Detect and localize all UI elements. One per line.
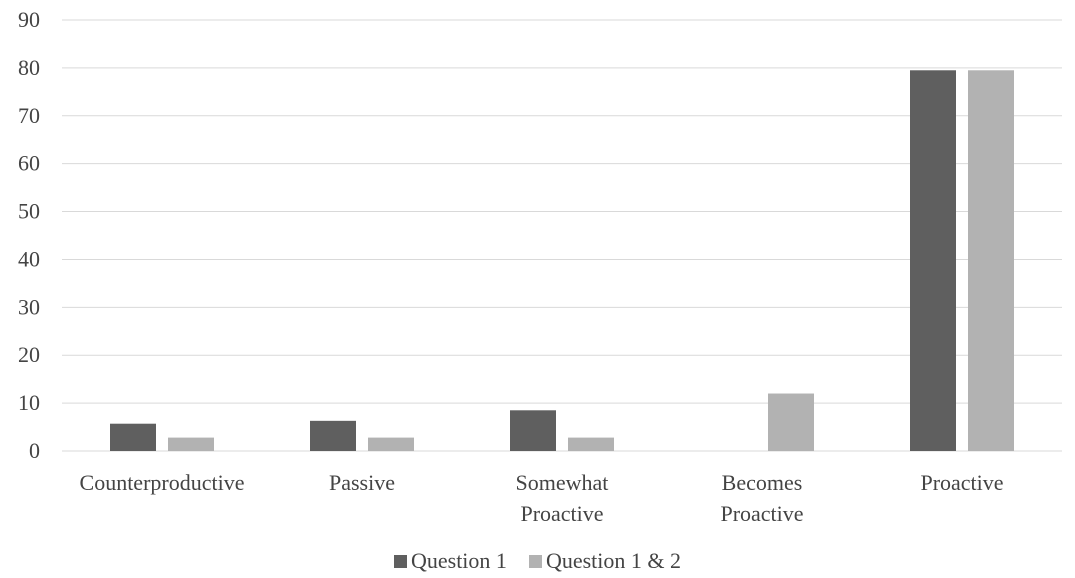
x-category-label-line: Proactive [920, 470, 1003, 495]
y-tick-label: 60 [18, 151, 40, 176]
gridlines [62, 19, 1062, 452]
bar-series-2-category-2 [368, 437, 414, 451]
bar-series-1-category-2 [310, 420, 356, 451]
legend-swatch-series-2 [528, 554, 542, 568]
chart-legend: Question 1 Question 1 & 2 [0, 548, 1075, 574]
x-category-label-line: Somewhat [516, 470, 609, 495]
legend-item-series-2: Question 1 & 2 [528, 548, 681, 574]
legend-label-series-1: Question 1 [410, 548, 507, 573]
bars [110, 70, 1014, 452]
y-tick-label: 90 [18, 7, 40, 32]
x-category-label-line: Passive [329, 470, 395, 495]
y-tick-label: 70 [18, 103, 40, 128]
x-category-label: Somewhat Proactive [516, 470, 609, 526]
x-category-label: Passive [329, 470, 395, 495]
bar-series-2-category-4 [768, 393, 814, 451]
x-category-label-line: Becomes [722, 470, 803, 495]
legend-label-series-2: Question 1 & 2 [545, 548, 681, 573]
x-category-label-line: Counterproductive [80, 470, 245, 495]
y-tick-label: 80 [18, 55, 40, 80]
y-tick-label: 0 [29, 438, 40, 463]
bar-series-1-category-1 [110, 423, 156, 451]
bar-series-2-category-3 [568, 437, 614, 451]
x-category-label: Proactive [920, 470, 1003, 495]
x-axis-category-labels: Counterproductive Passive Somewhat Proactiv… [80, 470, 1004, 526]
y-tick-label: 40 [18, 246, 40, 271]
chart-plot-area: 0 10 20 30 40 50 60 70 80 90 Counterproductive Pas… [18, 7, 1062, 526]
y-tick-label: 30 [18, 294, 40, 319]
legend-swatch-series-1 [393, 554, 407, 568]
y-tick-label: 10 [18, 390, 40, 415]
bar-series-1-category-5 [910, 70, 956, 452]
x-category-label: Counterproductive [80, 470, 245, 495]
bar-series-2-category-5 [968, 70, 1014, 452]
y-tick-label: 50 [18, 199, 40, 224]
x-category-label-line: Proactive [720, 501, 803, 526]
x-category-label: Becomes Proactive [720, 470, 803, 526]
y-tick-label: 20 [18, 342, 40, 367]
x-category-label-line: Proactive [520, 501, 603, 526]
legend-item-series-1: Question 1 [393, 548, 507, 574]
y-axis-tick-labels: 0 10 20 30 40 50 60 70 80 90 [18, 7, 40, 463]
bar-series-1-category-3 [510, 410, 556, 451]
bar-series-2-category-1 [168, 437, 214, 451]
